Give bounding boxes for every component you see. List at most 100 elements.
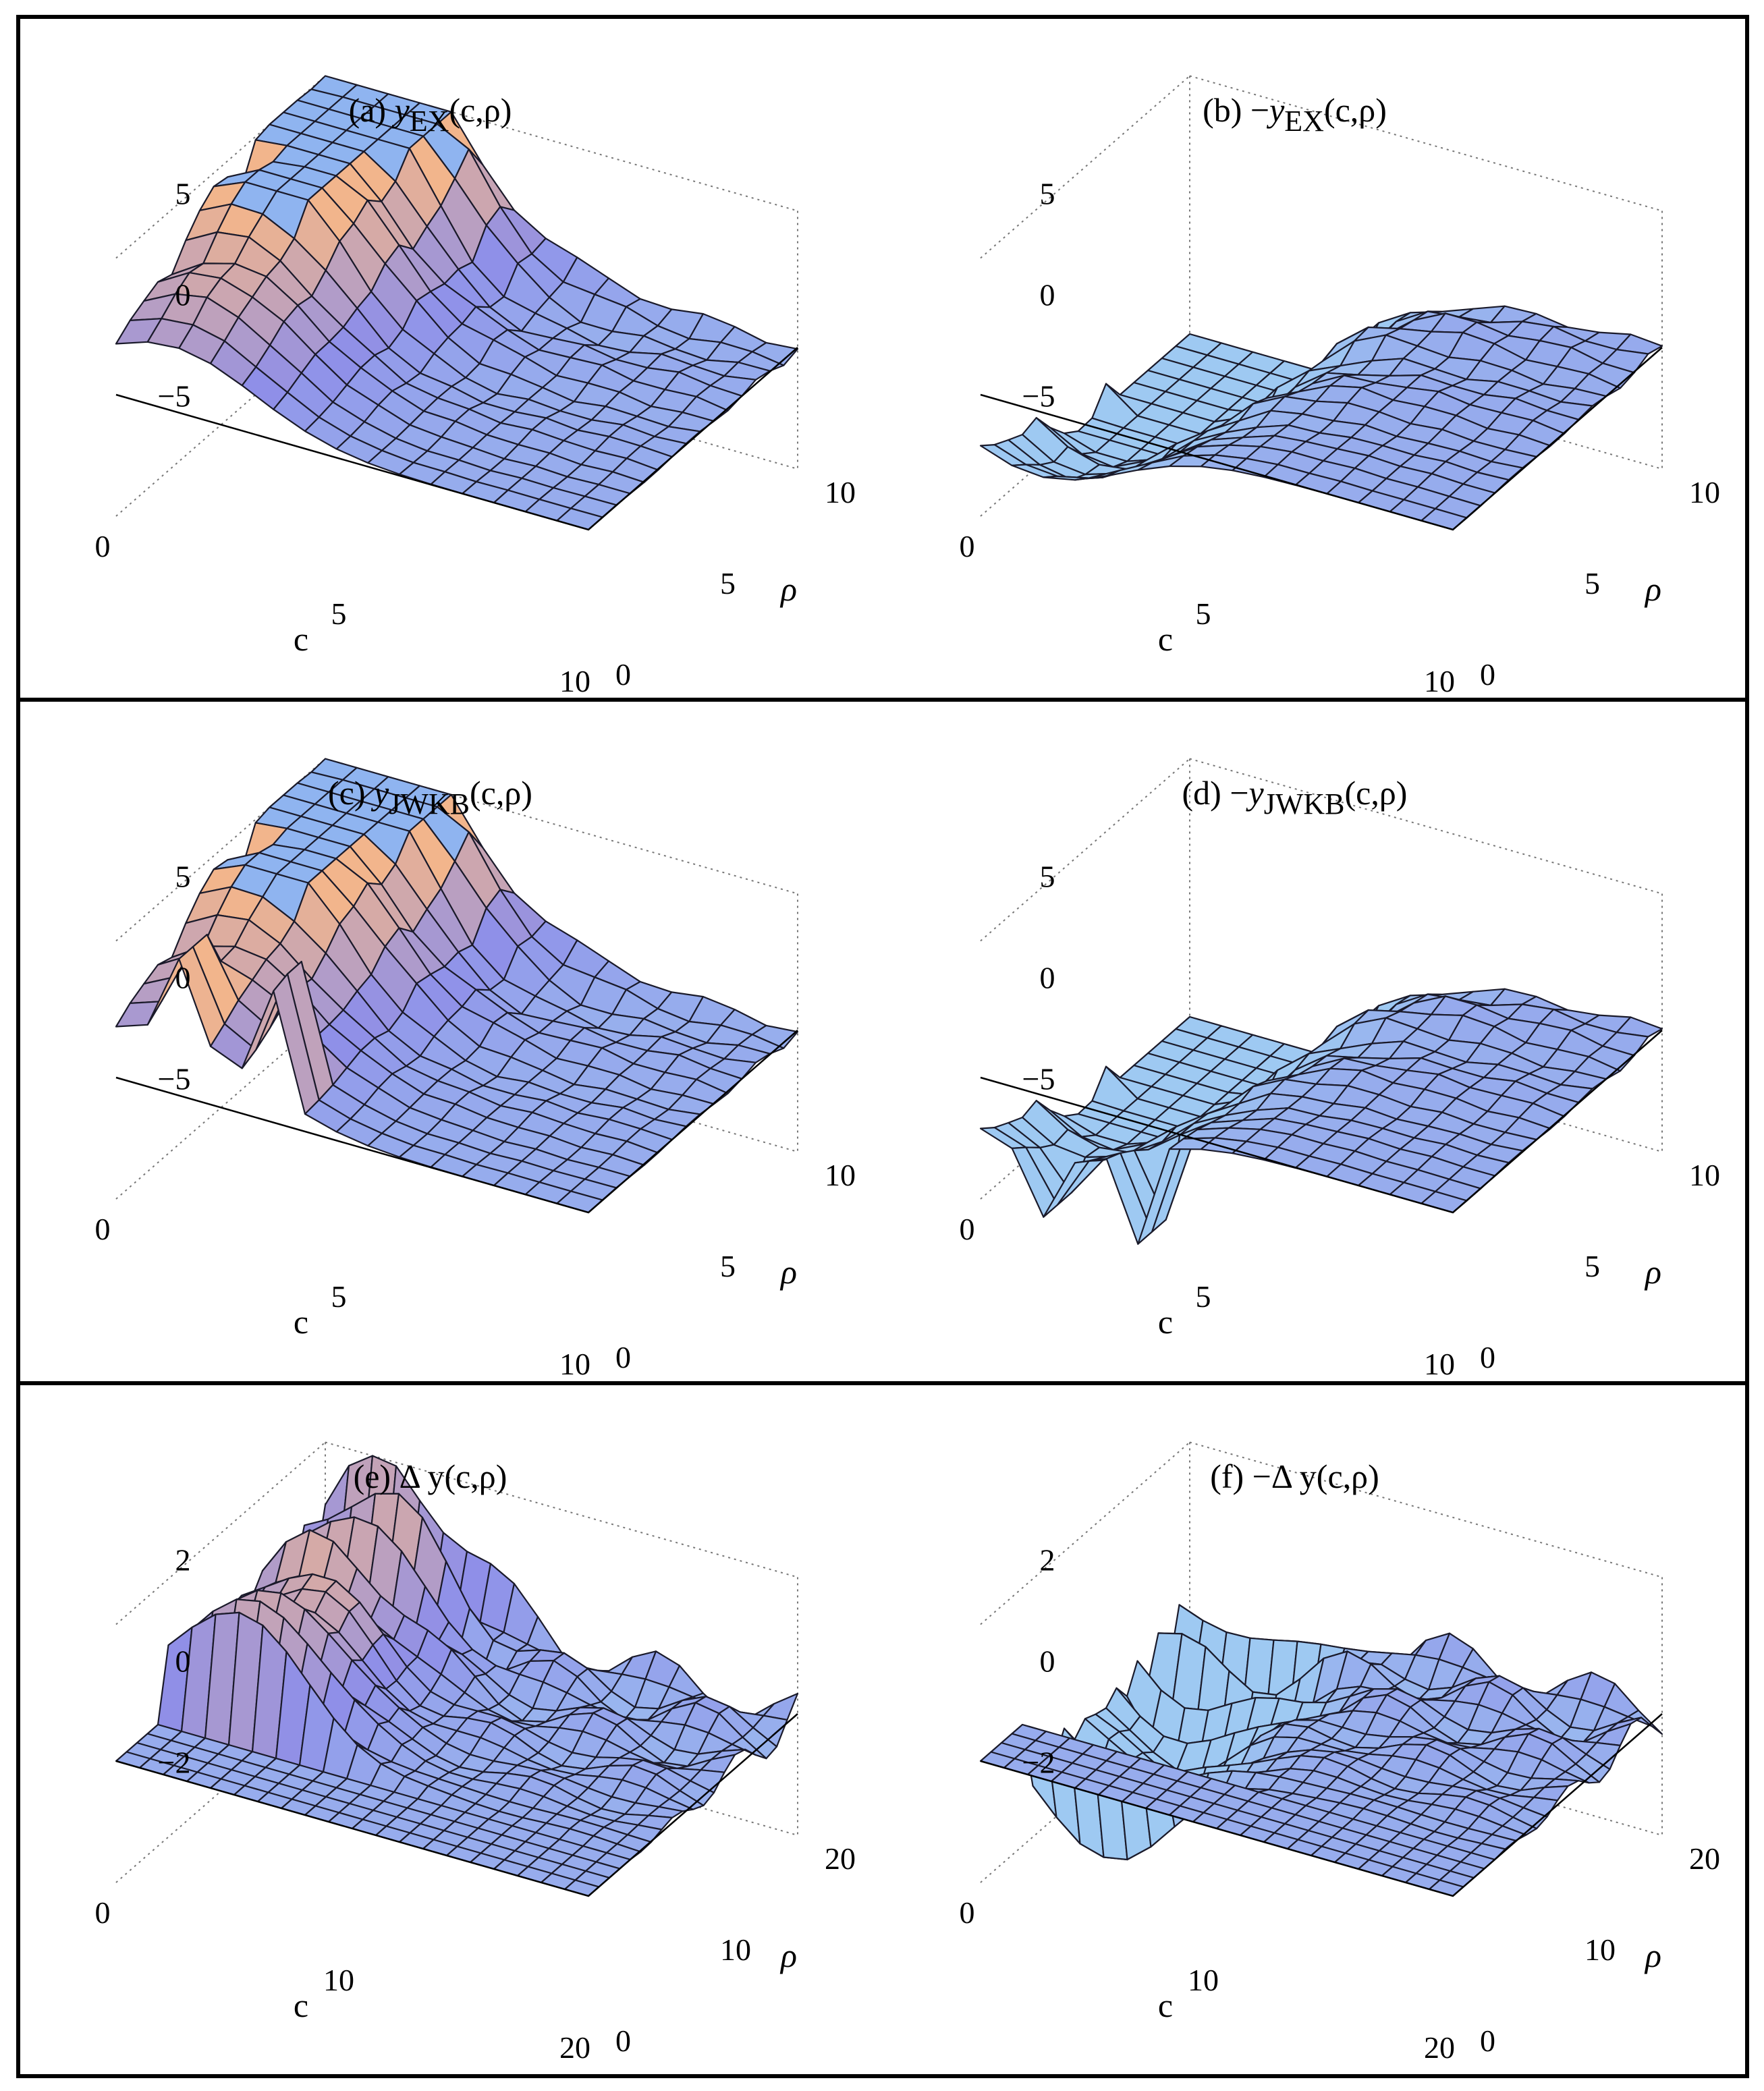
rho-tick-label: 0 bbox=[1480, 2024, 1495, 2058]
c-tick-label: 0 bbox=[95, 529, 111, 563]
rho-axis-label: ρ bbox=[1644, 1253, 1661, 1291]
base-edges bbox=[115, 347, 798, 531]
rho-axis-label: ρ bbox=[779, 1253, 797, 1291]
base-edges bbox=[115, 1713, 798, 1897]
z-tick-label: −2 bbox=[1022, 1746, 1055, 1780]
c-tick-label: 0 bbox=[960, 529, 975, 563]
z-tick-label: 5 bbox=[1040, 177, 1055, 211]
rho-tick-label: 5 bbox=[1584, 1249, 1600, 1283]
surface-mesh bbox=[979, 305, 1663, 531]
title-variable: y bbox=[1266, 91, 1285, 129]
c-tick-label: 10 bbox=[1424, 1347, 1455, 1381]
z-tick-label: 0 bbox=[1040, 961, 1055, 995]
c-tick-label: 10 bbox=[559, 1347, 590, 1381]
rho-tick-label: 10 bbox=[720, 1932, 751, 1967]
c-tick-label: 20 bbox=[559, 2030, 590, 2065]
rho-tick-label: 10 bbox=[1689, 475, 1720, 509]
c-axis-label: c bbox=[1158, 1303, 1173, 1341]
surface-mesh bbox=[115, 1455, 799, 1897]
panel-c: 5 0 −5 0 5 10 c 0 5 10 ρ (c) yJWKB(c,ρ) bbox=[95, 758, 856, 1381]
title-variable: y bbox=[1246, 774, 1265, 812]
c-tick-label: 5 bbox=[1196, 596, 1211, 631]
rho-tick-label: 0 bbox=[1480, 1340, 1495, 1374]
c-axis-label: c bbox=[294, 1986, 308, 2024]
rho-tick-label: 5 bbox=[1584, 566, 1600, 601]
c-axis-label: c bbox=[294, 1303, 308, 1341]
c-axis-label: c bbox=[1158, 1986, 1173, 2024]
title-variable: Δ y bbox=[399, 1457, 445, 1495]
title-variable: y bbox=[370, 774, 389, 812]
panel-b: 5 0 −5 0 5 10 c 0 5 10 ρ (b) −yEX(c,ρ) bbox=[960, 75, 1720, 698]
panel-title: (b) −yEX(c,ρ) bbox=[1203, 91, 1387, 138]
rho-tick-label: 10 bbox=[825, 1158, 856, 1192]
rho-tick-label: 0 bbox=[615, 1340, 631, 1374]
c-tick-label: 0 bbox=[960, 1895, 975, 1930]
c-tick-label: 5 bbox=[331, 1279, 347, 1314]
z-tick-label: −5 bbox=[1022, 1062, 1055, 1096]
title-prefix: (a) bbox=[349, 91, 395, 129]
title-prefix: (e) bbox=[354, 1457, 399, 1495]
rho-tick-label: 10 bbox=[1689, 1158, 1720, 1192]
rho-axis-label: ρ bbox=[779, 1936, 797, 1974]
c-tick-label: 0 bbox=[95, 1895, 111, 1930]
title-prefix: (f) − bbox=[1210, 1457, 1271, 1495]
z-tick-label: 0 bbox=[1040, 1644, 1055, 1679]
c-tick-label: 0 bbox=[95, 1212, 111, 1246]
title-subscript: EX bbox=[1284, 105, 1324, 138]
z-tick-label: 5 bbox=[175, 177, 191, 211]
rho-axis-label: ρ bbox=[1644, 570, 1661, 608]
panel-d: 5 0 −5 0 5 10 c 0 5 10 ρ (d) −yJWKB(c,ρ) bbox=[960, 758, 1720, 1381]
rho-axis-label: ρ bbox=[1644, 1936, 1661, 1974]
z-tick-label: 5 bbox=[175, 860, 191, 894]
z-tick-label: 5 bbox=[1040, 860, 1055, 894]
title-variable: Δ y bbox=[1271, 1457, 1317, 1495]
title-args: (c,ρ) bbox=[470, 774, 532, 812]
c-tick-label: 10 bbox=[1424, 664, 1455, 698]
surface-mesh bbox=[979, 988, 1663, 1245]
rho-tick-label: 0 bbox=[1480, 657, 1495, 692]
c-tick-label: 10 bbox=[323, 1963, 354, 1997]
surface-mesh bbox=[115, 758, 799, 1214]
z-tick-label: −5 bbox=[1022, 379, 1055, 414]
z-tick-label: 0 bbox=[175, 1644, 191, 1679]
surface-mesh bbox=[979, 1604, 1663, 1897]
panel-title: (a) yEX(c,ρ) bbox=[349, 91, 512, 138]
base-edges bbox=[980, 1713, 1663, 1897]
title-prefix: (b) − bbox=[1203, 91, 1269, 129]
base-edges bbox=[980, 347, 1663, 531]
rho-axis-label: ρ bbox=[779, 570, 797, 608]
panel-title: (f) −Δ y(c,ρ) bbox=[1210, 1457, 1379, 1495]
z-tick-label: −2 bbox=[158, 1746, 191, 1780]
c-tick-label: 20 bbox=[1424, 2030, 1455, 2065]
title-args: (c,ρ) bbox=[1345, 774, 1408, 812]
c-tick-label: 0 bbox=[960, 1212, 975, 1246]
panel-title: (d) −yJWKB(c,ρ) bbox=[1182, 774, 1408, 820]
title-prefix: (d) − bbox=[1182, 774, 1249, 812]
title-args: (c,ρ) bbox=[1317, 1457, 1379, 1495]
title-args: (c,ρ) bbox=[449, 91, 512, 129]
panel-title: (c) yJWKB(c,ρ) bbox=[328, 774, 532, 820]
figure-frame bbox=[16, 15, 1749, 2078]
c-tick-label: 10 bbox=[1188, 1963, 1219, 1997]
c-tick-label: 10 bbox=[559, 664, 590, 698]
title-subscript: EX bbox=[410, 105, 449, 138]
rho-tick-label: 5 bbox=[720, 1249, 736, 1283]
rho-tick-label: 0 bbox=[615, 657, 631, 692]
z-tick-label: 2 bbox=[1040, 1543, 1055, 1578]
title-subscript: JWKB bbox=[389, 787, 470, 820]
title-prefix: (c) bbox=[328, 774, 374, 812]
rho-tick-label: 20 bbox=[1689, 1841, 1720, 1876]
title-args: (c,ρ) bbox=[444, 1457, 507, 1495]
z-tick-label: 2 bbox=[175, 1543, 191, 1578]
rho-tick-label: 10 bbox=[1584, 1932, 1616, 1967]
rho-tick-label: 0 bbox=[615, 2024, 631, 2058]
title-variable: y bbox=[391, 91, 410, 129]
panel-a: 5 0 −5 0 5 10 c 0 5 10 ρ (a) yEX(c,ρ) bbox=[95, 75, 856, 698]
rho-tick-label: 10 bbox=[825, 475, 856, 509]
rho-tick-label: 20 bbox=[825, 1841, 856, 1876]
title-subscript: JWKB bbox=[1264, 787, 1345, 820]
c-axis-label: c bbox=[294, 620, 308, 658]
